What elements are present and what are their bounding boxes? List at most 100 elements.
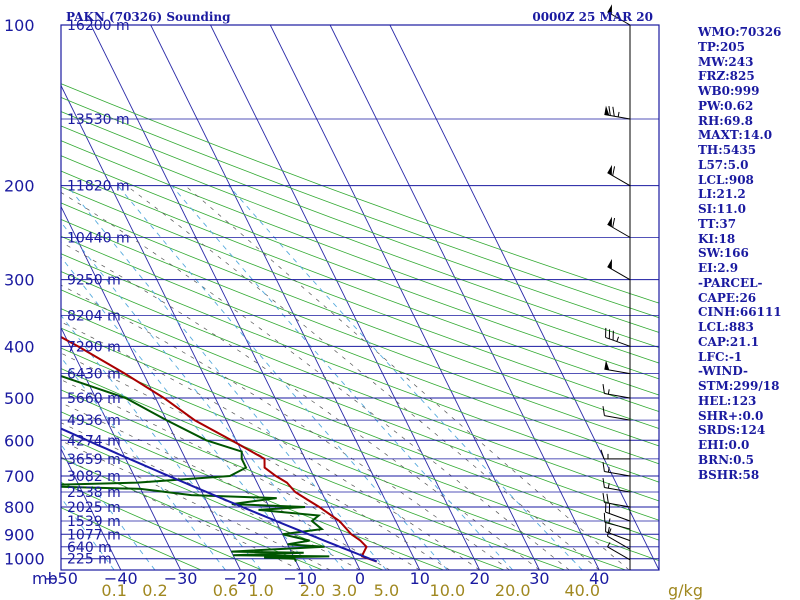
height-label: 2538 m: [67, 485, 121, 501]
mixing-ratio-line: [171, 185, 514, 570]
height-label: 5660 m: [67, 391, 121, 407]
mixing-ratio-unit-label: g/kg: [668, 581, 703, 600]
index-value: LCL:883: [698, 320, 754, 334]
height-label: 9250 m: [67, 273, 121, 289]
wind-barb: [605, 502, 631, 522]
dry-adiabat-line: [61, 235, 659, 465]
wind-barb-shaft: [607, 11, 631, 26]
index-value: BRN:0.5: [698, 452, 754, 467]
temperature-tick-label: −30: [164, 569, 198, 588]
mixing-ratio-tick-label: 5.0: [374, 581, 399, 600]
index-value: CAPE:26: [698, 290, 757, 305]
isotherm-line: [210, 25, 481, 570]
dry-adiabat-line: [61, 289, 659, 521]
wind-barb-flag: [607, 258, 612, 270]
height-label: 8204 m: [67, 308, 121, 324]
sounding-indices: WMO:70326 TP:205 MW:243 FRZ:825 WB0:999 PW:0.…: [698, 25, 798, 482]
moist-adiabat-line: [61, 191, 570, 570]
mixing-ratio-tick-label: 3.0: [332, 581, 357, 600]
moist-adiabat-line: [126, 185, 600, 570]
isotherm-line: [61, 568, 62, 570]
height-label: 2025 m: [67, 500, 121, 516]
index-value: KI:18: [698, 231, 736, 246]
wind-barb-flag: [607, 216, 612, 227]
dry-adiabat-line: [61, 507, 202, 570]
wind-barb-flag: [604, 105, 610, 116]
pressure-tick-label: 300: [4, 271, 35, 290]
wind-barb-half-feather: [616, 336, 620, 342]
wind-barb-feather: [602, 384, 605, 394]
wind-barb: [602, 492, 631, 508]
index-value: RH:69.8: [698, 113, 753, 128]
dry-adiabat-line: [61, 253, 659, 483]
wind-barb: [606, 526, 631, 550]
parcel-trace: [61, 427, 378, 563]
wind-barb-half-feather: [607, 483, 610, 489]
wind-barb-shaft: [607, 266, 631, 281]
pressure-tick-label: 800: [4, 498, 35, 517]
temperature-profile: [61, 335, 378, 563]
mixing-ratio-line: [66, 185, 387, 570]
isotherm-line: [0, 25, 1, 570]
mixing-ratio-tick-label: 0.1: [101, 581, 126, 600]
moist-adiabat-line: [61, 379, 420, 570]
dry-adiabat-line: [61, 368, 566, 570]
height-label: 1077 m: [67, 527, 121, 543]
index-value: MAXT:14.0: [698, 128, 773, 143]
wind-barb-feather: [612, 217, 616, 228]
height-label: 1539 m: [67, 514, 121, 530]
mixing-ratio-tick-label: 10.0: [430, 581, 466, 600]
moist-adiabat-line: [61, 321, 480, 570]
dry-adiabat-line: [61, 347, 626, 570]
wind-barb: [607, 542, 631, 561]
index-value: EI:2.9: [698, 261, 739, 275]
mixing-ratio-tick-label: 20.0: [495, 581, 531, 600]
index-value: CAP:21.1: [698, 334, 760, 349]
temperature-tick-label: 40: [589, 569, 609, 588]
index-value: WMO:70326: [698, 25, 782, 39]
mixing-ratio-line: [61, 256, 313, 570]
dewpoint-profile: [61, 375, 330, 562]
wind-barb-feather: [602, 492, 605, 503]
wind-barb: [607, 258, 631, 281]
wind-barb-half-feather: [617, 111, 620, 117]
mixing-ratio-tick-label: 1.0: [248, 581, 273, 600]
height-label: 16200 m: [67, 18, 130, 34]
pressure-tick-label: 200: [4, 177, 35, 196]
dry-adiabat-line: [61, 202, 659, 429]
moist-adiabat-line: [61, 422, 361, 570]
sounding-time: 0000Z 25 MAR 20: [532, 10, 653, 24]
wind-barb: [607, 4, 631, 26]
wind-barbs: [600, 4, 631, 570]
dry-adiabat-line: [61, 125, 659, 348]
height-label: 11820 m: [67, 179, 130, 195]
index-value: WB0:999: [698, 84, 760, 98]
index-value: HEL:123: [698, 393, 757, 408]
wind-barb-shaft: [607, 546, 631, 561]
index-value: TT:37: [698, 216, 737, 231]
pressure-tick-label: 1000: [4, 550, 45, 569]
mixing-ratio-tick-label: 0.6: [213, 581, 238, 600]
height-label: 7290 m: [67, 339, 121, 355]
temperature-tick-label: 0: [355, 569, 365, 588]
index-value: BSHR:58: [698, 467, 760, 482]
wind-barb-feather: [606, 526, 610, 537]
height-label: 10440 m: [67, 230, 130, 246]
height-label: 3659 m: [67, 452, 121, 468]
isobars: [61, 24, 659, 560]
pressure-tick-label: 600: [4, 431, 35, 450]
mixing-ratio-line: [61, 443, 156, 570]
index-value: CINH:66111: [698, 305, 782, 320]
mixing-ratio-tick-label: 0.2: [142, 581, 167, 600]
height-label: 4936 m: [67, 413, 121, 429]
index-value: LFC:-1: [698, 349, 743, 364]
temperature-tick-label: 20: [469, 569, 489, 588]
dry-adiabat-line: [61, 83, 659, 304]
wind-barb-shaft: [604, 368, 631, 375]
dry-adiabat-line: [61, 170, 659, 396]
pressure-tick-label: 900: [4, 525, 35, 544]
index-value: PW:0.62: [698, 98, 754, 113]
index-value: FRZ:825: [698, 69, 755, 84]
